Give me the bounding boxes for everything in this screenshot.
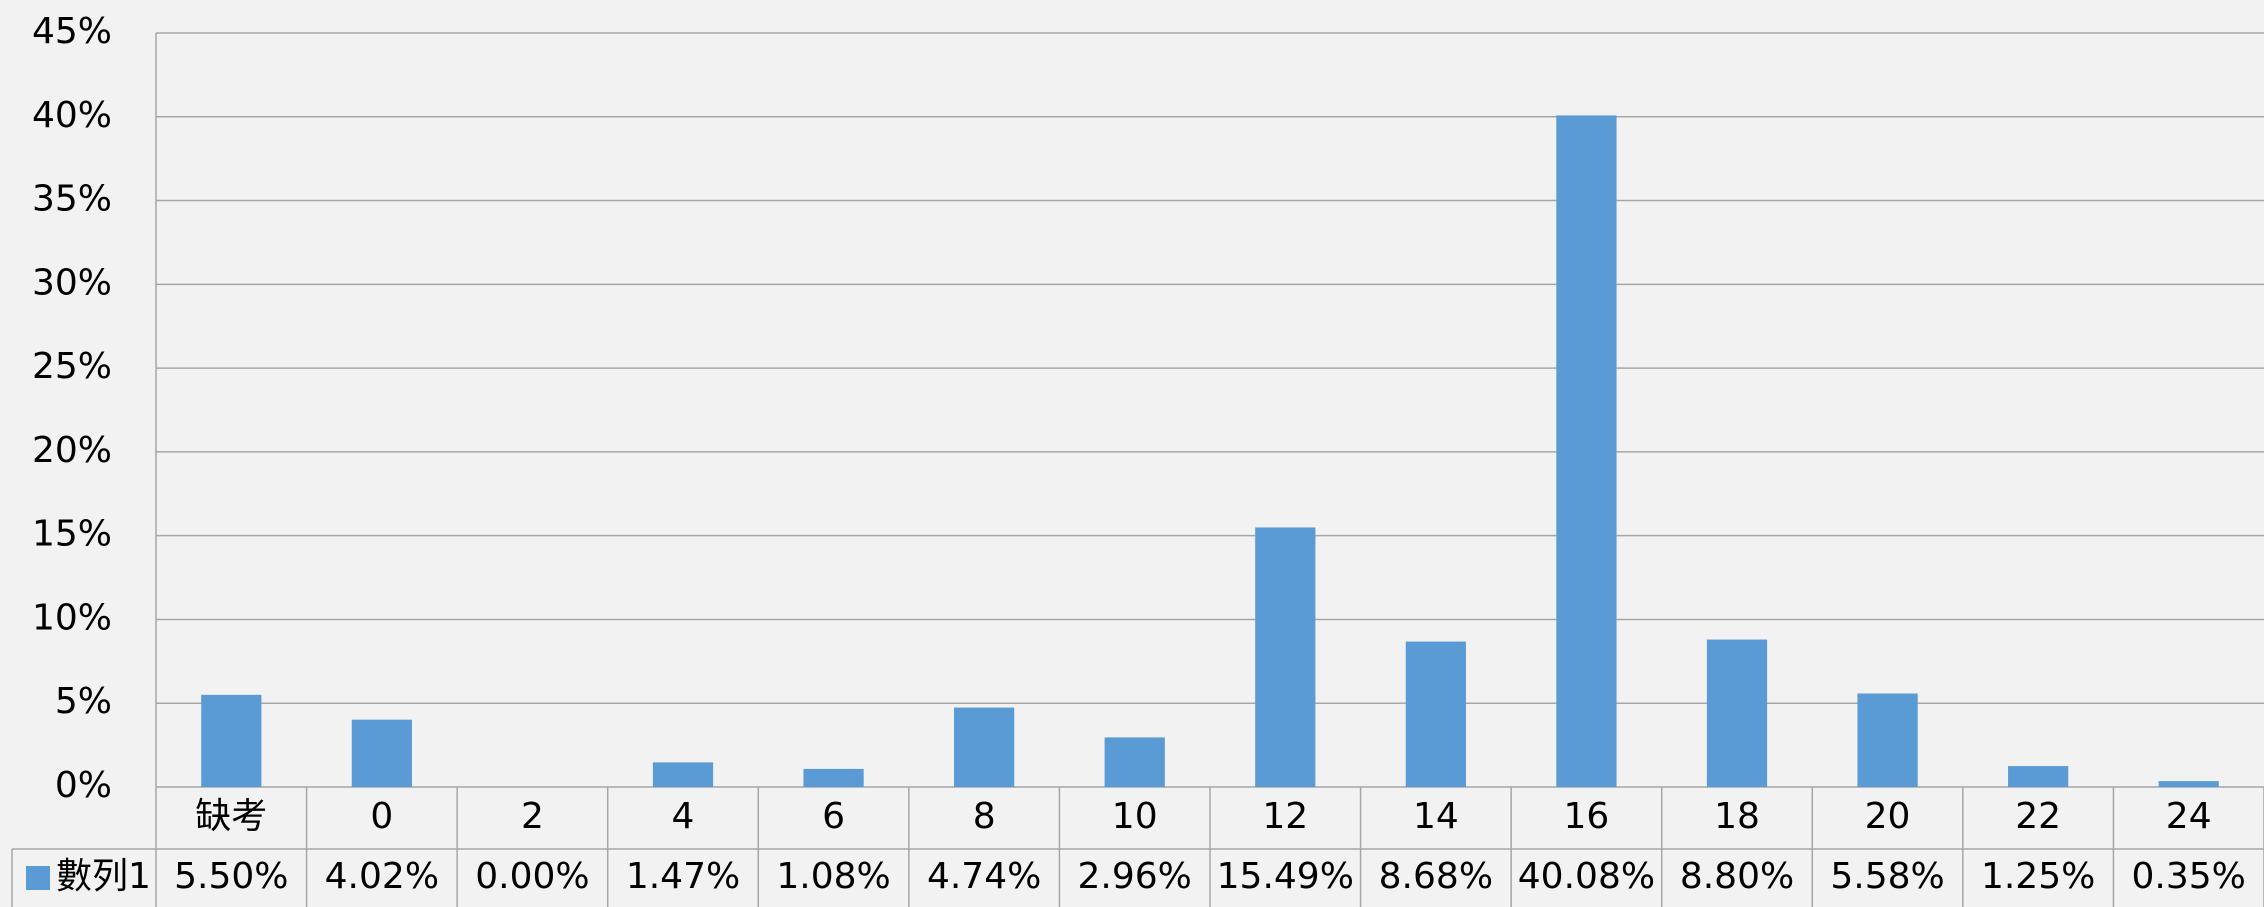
- x-tick-label: 12: [1262, 796, 1308, 837]
- data-table-value: 8.68%: [1379, 856, 1493, 897]
- data-table-value: 1.08%: [776, 856, 890, 897]
- x-tick-label: 10: [1112, 796, 1158, 837]
- bar: [1706, 639, 1768, 787]
- data-table-value: 0.35%: [2132, 856, 2246, 897]
- y-tick-label: 45%: [32, 11, 112, 52]
- y-tick-label: 30%: [32, 262, 112, 303]
- bar: [1556, 115, 1617, 788]
- data-table-value: 5.58%: [1830, 856, 1944, 897]
- y-tick-label: 15%: [32, 514, 112, 555]
- y-tick-label: 0%: [55, 765, 112, 806]
- data-table-value: 4.02%: [325, 856, 439, 897]
- x-tick-label: 6: [822, 796, 845, 837]
- data-table-value: 0.00%: [475, 856, 589, 897]
- x-tick-label: 22: [2015, 796, 2061, 837]
- data-table-value: 40.08%: [1518, 856, 1655, 897]
- bar: [351, 719, 412, 787]
- x-tick-label: 14: [1413, 796, 1459, 837]
- bar: [803, 768, 864, 787]
- bar: [652, 762, 714, 787]
- y-tick-label: 25%: [32, 346, 112, 387]
- data-table-value: 1.47%: [626, 856, 740, 897]
- x-tick-label: 24: [2166, 796, 2212, 837]
- x-tick-label: 0: [370, 796, 393, 837]
- x-tick-label: 4: [672, 796, 695, 837]
- data-table-value: 4.74%: [927, 856, 1041, 897]
- x-tick-label: 缺考: [195, 796, 267, 837]
- bar: [954, 707, 1015, 787]
- y-tick-label: 35%: [32, 179, 112, 220]
- bar: [2158, 781, 2219, 787]
- x-tick-label: 18: [1714, 796, 1760, 837]
- data-table-value: 5.50%: [174, 856, 288, 897]
- y-tick-label: 40%: [32, 95, 112, 136]
- bar: [1104, 737, 1165, 787]
- bar: [201, 694, 262, 787]
- data-table-value: 2.96%: [1078, 856, 1192, 897]
- y-tick-label: 5%: [55, 681, 112, 722]
- legend-key: [26, 866, 50, 890]
- bar: [1405, 641, 1466, 787]
- bar: [1857, 693, 1918, 787]
- data-table-value: 15.49%: [1217, 856, 1354, 897]
- bar: [2008, 766, 2069, 787]
- x-tick-label: 16: [1564, 796, 1610, 837]
- y-tick-label: 10%: [32, 597, 112, 638]
- legend-label: 數列1: [56, 856, 151, 897]
- data-table-value: 8.80%: [1680, 856, 1794, 897]
- x-tick-label: 20: [1865, 796, 1911, 837]
- x-tick-label: 2: [521, 796, 544, 837]
- x-tick-label: 8: [973, 796, 996, 837]
- data-table-value: 1.25%: [1981, 856, 2095, 897]
- bar: [1255, 527, 1316, 787]
- y-tick-label: 20%: [32, 430, 112, 471]
